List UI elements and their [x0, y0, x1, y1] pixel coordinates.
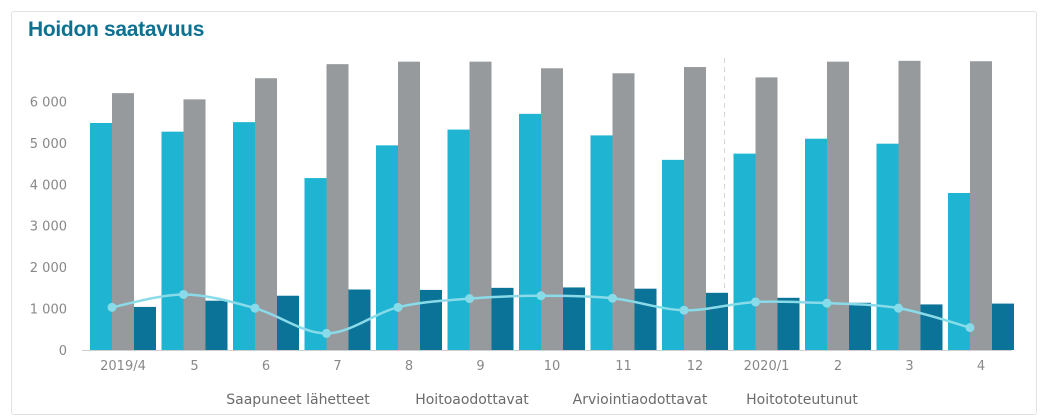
y-tick-label: 5 000	[30, 137, 67, 152]
bar-3	[849, 302, 871, 350]
series-point	[465, 294, 474, 304]
chart-title: Hoidon saatavuus	[28, 18, 205, 41]
series-point	[107, 302, 117, 312]
bar-1	[233, 122, 255, 351]
x-tick-label: 2	[834, 359, 842, 374]
legend-entry: Hoitoaodottavat	[415, 392, 529, 408]
bar-3	[134, 306, 156, 350]
x-tick-label: 10	[544, 359, 561, 374]
series-point	[965, 323, 975, 333]
x-tick-label: 5	[190, 359, 198, 374]
bar-1	[90, 122, 112, 350]
y-tick-label: 0	[59, 344, 67, 359]
bar-1	[304, 178, 327, 350]
x-tick-label: 2019/4	[100, 359, 146, 374]
series-point	[608, 293, 617, 303]
bar-1	[733, 153, 756, 350]
x-tick-label: 4	[977, 359, 985, 374]
series-point	[679, 305, 689, 315]
series-point	[322, 328, 331, 338]
x-tick-label: 3	[905, 359, 913, 374]
bar-3	[348, 289, 371, 350]
bar-1	[948, 192, 970, 350]
bar-1	[590, 135, 613, 350]
x-tick-label: 12	[687, 359, 704, 374]
series-point	[250, 303, 260, 313]
bar-3	[992, 303, 1014, 350]
bar-1	[447, 129, 470, 350]
bar-2	[326, 64, 349, 351]
y-tick-label: 2 000	[30, 261, 67, 276]
x-tick-label: 2020/1	[744, 359, 790, 374]
x-tick-label: 8	[405, 359, 413, 374]
bar-3	[491, 287, 514, 350]
bar-1	[876, 143, 899, 350]
y-tick-label: 1 000	[30, 303, 67, 318]
series-point	[179, 289, 188, 299]
bar-1	[805, 138, 827, 350]
legend-entry: Arviointiaodottavat	[573, 392, 708, 408]
bar-1	[161, 131, 184, 350]
series-point	[536, 291, 546, 301]
bar-2	[684, 67, 706, 351]
bar-2	[112, 93, 134, 351]
legend-entry: Hoitototeutunut	[746, 392, 858, 408]
x-tick-label: 9	[476, 359, 484, 374]
x-tick-label: 7	[333, 359, 341, 374]
bar-1	[519, 113, 541, 350]
bar-3	[920, 304, 943, 350]
series-point	[393, 302, 403, 312]
y-tick-label: 4 000	[30, 178, 67, 193]
bar-3	[634, 288, 657, 350]
bar-2	[541, 68, 563, 351]
bar-1	[662, 159, 684, 350]
bar-2	[398, 61, 420, 351]
bar-3	[777, 297, 800, 350]
bar-3	[563, 287, 585, 350]
bar-3	[205, 300, 228, 350]
bar-2	[827, 61, 849, 351]
series-point	[894, 303, 903, 313]
legend-entry: Saapuneet lähetteet	[226, 392, 370, 408]
bar-3	[420, 289, 442, 350]
bar-2	[612, 73, 635, 350]
bar-2	[469, 61, 492, 351]
x-tick-label: 11	[615, 359, 632, 374]
y-tick-label: 3 000	[30, 220, 67, 235]
bar-2	[970, 61, 992, 350]
bar-2	[755, 77, 778, 351]
series-point	[822, 298, 832, 308]
bar-2	[898, 60, 921, 350]
bar-2	[183, 99, 206, 350]
bar-2	[255, 78, 277, 350]
bar-1	[376, 145, 398, 350]
y-tick-label: 6 000	[30, 95, 67, 110]
series-point	[751, 297, 760, 307]
bar-3	[706, 292, 728, 350]
x-tick-label: 6	[262, 359, 270, 374]
